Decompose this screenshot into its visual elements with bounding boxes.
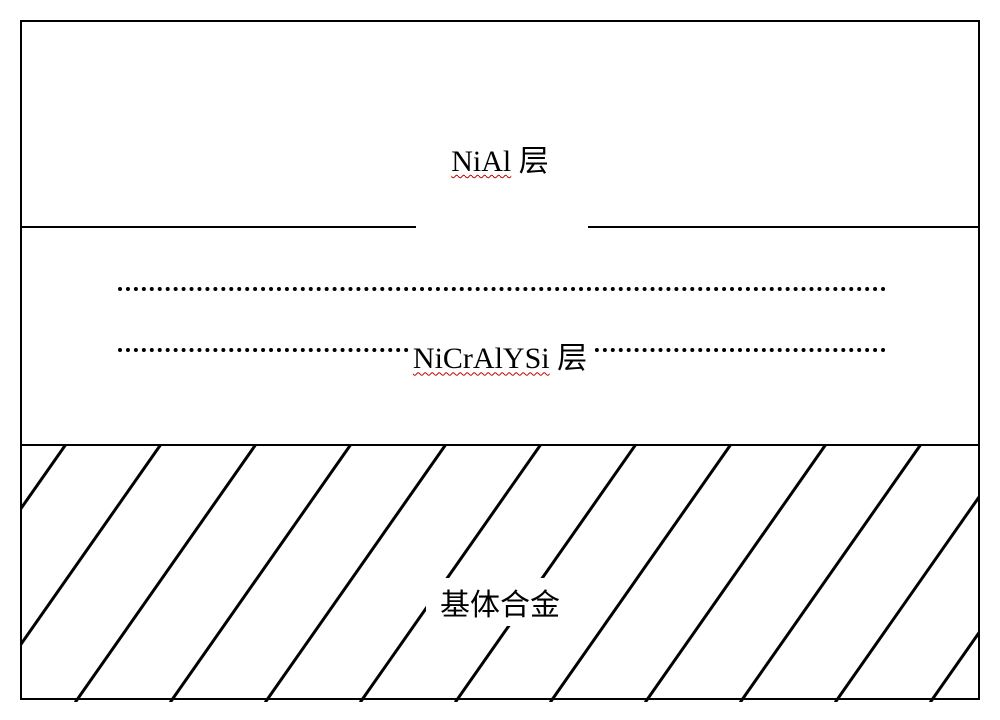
- top-layer-label-chem: NiAl: [451, 145, 511, 178]
- top-layer-label-suffix: 层: [511, 145, 549, 178]
- particle-dot-row: [118, 287, 886, 291]
- middle-layer-label: NiCrAlYSi 层: [409, 333, 591, 377]
- bottom-layer-label: 基体合金: [426, 578, 574, 626]
- middle-layer-label-suffix: 层: [550, 342, 588, 375]
- middle-layer-label-chem: NiCrAlYSi: [413, 342, 550, 375]
- substrate-hatch: [22, 444, 978, 702]
- top-layer-label: NiAl 层: [447, 136, 553, 180]
- layer-separator-left: [22, 226, 416, 228]
- coating-layer-diagram: NiAl 层NiCrAlYSi 层基体合金: [20, 20, 980, 700]
- layer-separator-right: [588, 226, 978, 228]
